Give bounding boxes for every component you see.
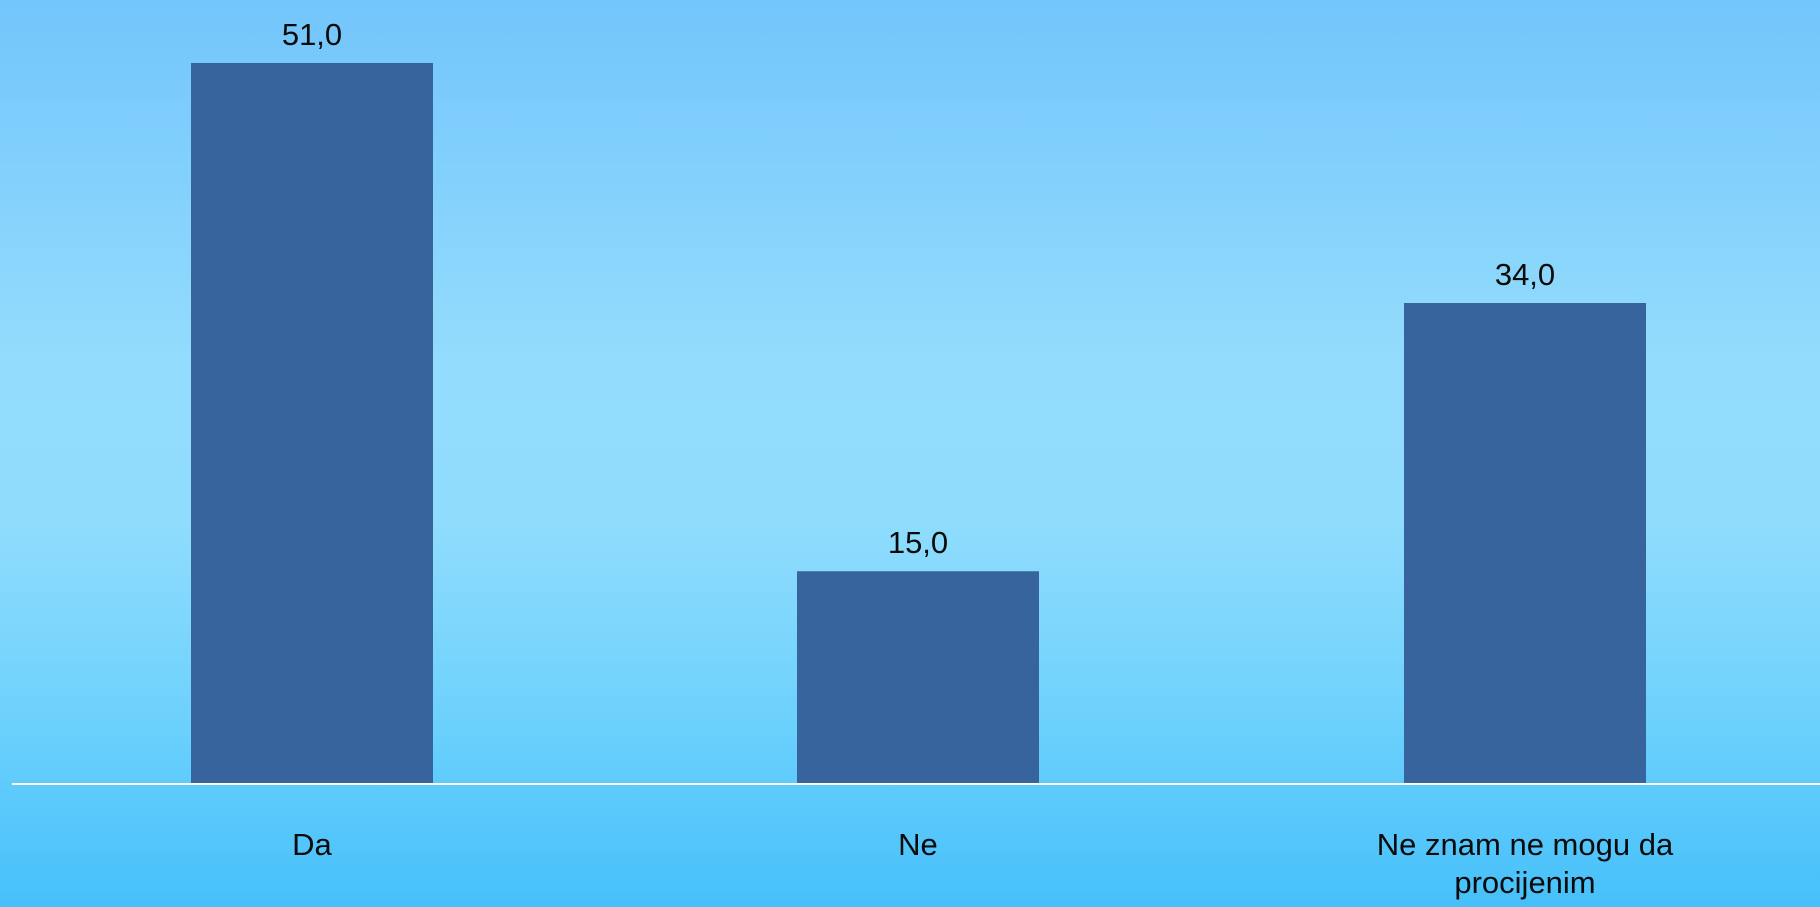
bar-3 [1404,303,1646,783]
value-label-1: 51,0 [282,17,342,52]
category-labels-group: Da Ne Ne znam ne mogu da procijenim [292,827,1674,900]
value-labels-group: 51,0 15,0 34,0 [282,17,1555,560]
category-label-1: Da [292,827,332,862]
bar-1 [191,63,433,783]
bars-group [191,63,1646,783]
category-label-3: Ne znam ne mogu da procijenim [1377,827,1674,900]
bar-2 [797,571,1039,783]
category-label-2: Ne [898,827,938,862]
value-label-3: 34,0 [1495,257,1555,292]
value-label-2: 15,0 [888,525,948,560]
